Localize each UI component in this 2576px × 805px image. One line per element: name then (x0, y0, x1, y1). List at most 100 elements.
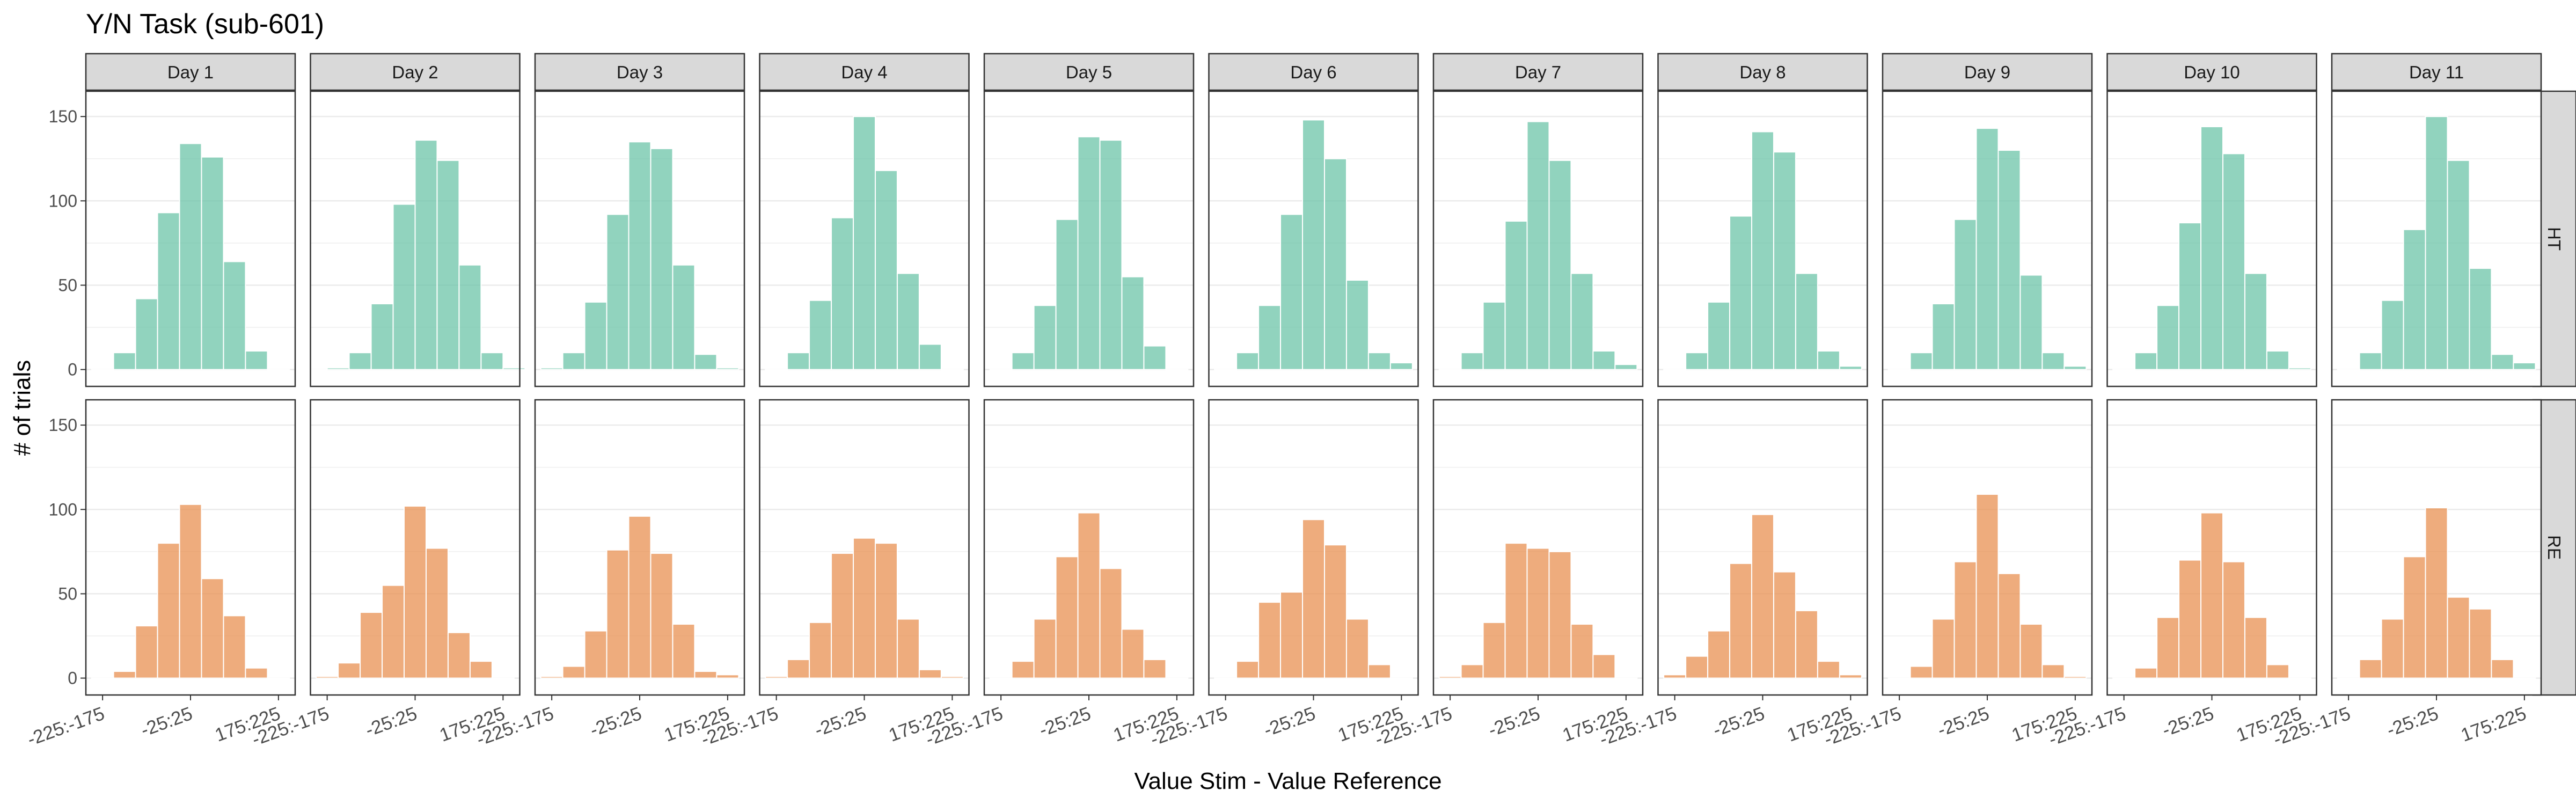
facet-strip-label: Day 10 (2184, 62, 2240, 82)
x-tick-label: -25:25 (1710, 703, 1768, 741)
histogram-bar (1614, 677, 1638, 679)
histogram-bar (2266, 350, 2289, 370)
x-tick-label: -25:25 (138, 703, 195, 741)
histogram-bar (2381, 618, 2404, 679)
histogram-bar (765, 676, 788, 679)
histogram-bar (809, 621, 832, 679)
facet-strip (1657, 53, 1868, 91)
histogram-bar (458, 264, 482, 370)
histogram-bar (480, 352, 504, 370)
histogram-bar (2222, 561, 2245, 679)
histogram-bar (1526, 547, 1550, 679)
histogram-bar (1460, 352, 1484, 370)
histogram-bar (831, 217, 854, 370)
histogram-bar (201, 578, 224, 679)
histogram-bar (436, 159, 460, 370)
histogram-bar (2337, 677, 2360, 679)
histogram-bar (1614, 364, 1638, 370)
histogram-bar (716, 674, 740, 679)
histogram-bar (2425, 116, 2448, 370)
histogram-bar (628, 141, 652, 370)
histogram-bar (1707, 630, 1731, 679)
histogram-bar (1165, 677, 1189, 679)
histogram-bar (2403, 556, 2426, 679)
histogram-bar (1143, 659, 1167, 679)
histogram-bar (1460, 664, 1484, 679)
facet-strip-label: Day 3 (617, 62, 663, 82)
histogram-bar (2200, 512, 2223, 679)
histogram-bar (2178, 222, 2202, 370)
histogram-bar (348, 352, 372, 370)
histogram-bar (2447, 596, 2470, 679)
histogram-bar (326, 367, 350, 370)
histogram-bar (1504, 221, 1528, 370)
histogram-bar (1592, 654, 1616, 679)
histogram-bar (157, 212, 180, 370)
histogram-bar (135, 298, 158, 370)
histogram-bar (853, 116, 876, 370)
histogram-bar (716, 367, 740, 370)
x-axis-label: Value Stim - Value Reference (1134, 768, 1441, 794)
histogram-bar (1236, 661, 1260, 679)
histogram-bar (809, 299, 832, 370)
row-strip-label: RE (2544, 535, 2564, 560)
histogram-bar (694, 354, 718, 370)
histogram-bar (179, 503, 202, 679)
histogram-bar (2403, 229, 2426, 370)
histogram-bar (2381, 299, 2404, 370)
histogram-bar (540, 367, 564, 370)
histogram-bar (1033, 305, 1057, 370)
histogram-bar (1953, 561, 1977, 679)
facet-strip (1882, 53, 2093, 91)
histogram-bar (1504, 543, 1528, 679)
histogram-bar (1121, 276, 1145, 370)
histogram-bar (2041, 352, 2065, 370)
histogram-bar (1570, 273, 1594, 370)
histogram-bar (425, 547, 449, 679)
panel-border (2331, 90, 2542, 387)
panel-border (1882, 90, 2093, 387)
histogram-bar (223, 261, 246, 370)
histogram-bar (940, 676, 964, 679)
histogram-bar (2469, 268, 2492, 370)
histogram-bar (1077, 512, 1101, 679)
histogram-bar (831, 553, 854, 679)
histogram-bar (245, 350, 268, 370)
histogram-bar (1685, 655, 1709, 679)
histogram-bar (1839, 365, 1862, 370)
histogram-bar (1795, 273, 1818, 370)
facet-strip-label: Day 5 (1066, 62, 1112, 82)
facet-strip (1432, 53, 1644, 91)
histogram-bar (650, 148, 674, 370)
x-tick-label: -25:25 (1485, 703, 1543, 741)
histogram-bar (1909, 352, 1933, 370)
histogram-bar (113, 352, 136, 370)
facet-strip (310, 53, 521, 91)
histogram-bar (1975, 128, 1999, 370)
histogram-bar (2359, 659, 2382, 679)
histogram-bar (1773, 571, 1796, 679)
histogram-bar (1143, 345, 1167, 370)
histogram-bar (91, 677, 114, 679)
histogram-bar (113, 671, 136, 679)
histogram-bar (1121, 628, 1145, 679)
histogram-bar (491, 677, 515, 679)
x-tick-label: -25:25 (1036, 703, 1094, 741)
panel-border (2106, 90, 2317, 387)
histogram-bar (606, 549, 630, 679)
histogram-bar (2288, 677, 2311, 679)
histogram-bar (223, 615, 246, 679)
facet-strip-label: Day 6 (1290, 62, 1336, 82)
facet-strip-label: Day 11 (2409, 62, 2464, 82)
histogram-bar (447, 632, 471, 679)
histogram-bar (1751, 514, 1774, 679)
histogram-bar (1033, 618, 1057, 679)
histogram-bar (1389, 362, 1413, 370)
histogram-bar (1887, 677, 1911, 679)
panel-border (534, 90, 745, 387)
histogram-bar (787, 352, 810, 370)
histogram-bar (1548, 551, 1572, 679)
histogram-bar (392, 203, 416, 370)
histogram-bar (2222, 153, 2245, 370)
histogram-bar (157, 543, 180, 679)
